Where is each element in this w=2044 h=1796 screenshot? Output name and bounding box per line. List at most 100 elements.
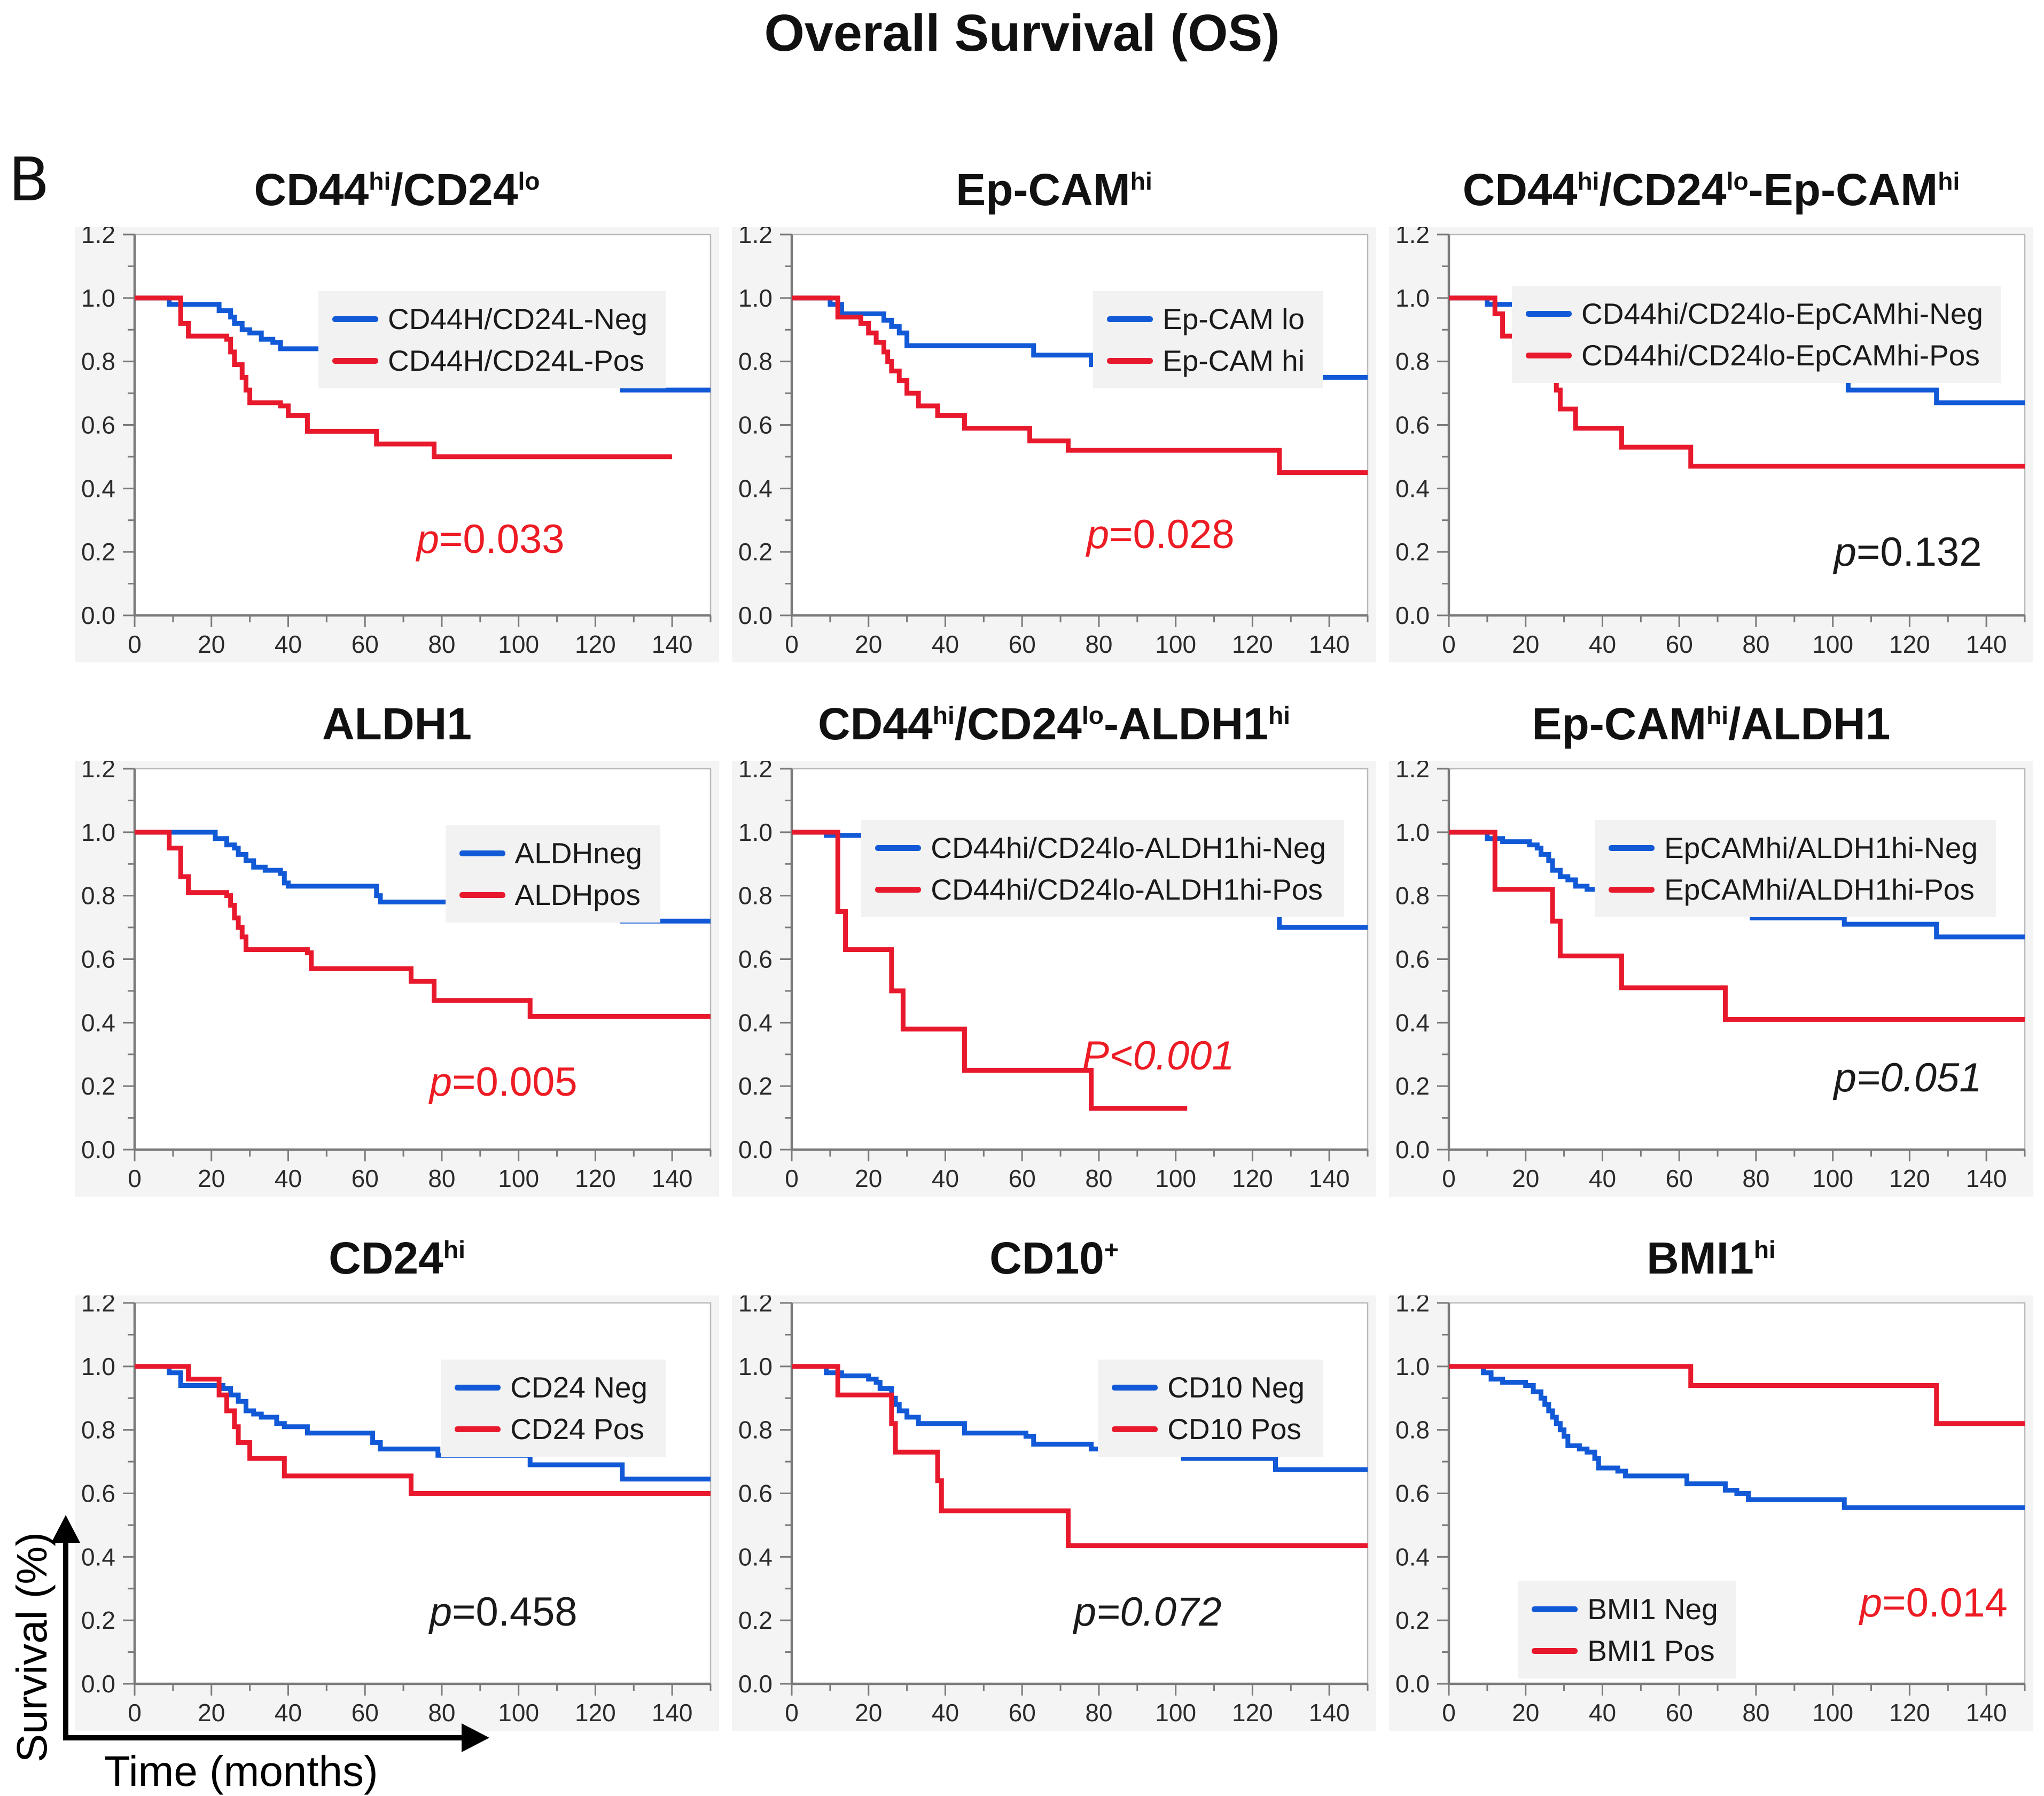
svg-text:20: 20 (855, 1699, 882, 1727)
svg-text:0.4: 0.4 (81, 1009, 115, 1036)
p-value-prefix: p (1073, 1589, 1096, 1635)
svg-text:0: 0 (1442, 1699, 1456, 1727)
legend-line-swatch (1609, 886, 1655, 893)
svg-text:0.0: 0.0 (81, 1136, 115, 1164)
svg-text:40: 40 (932, 630, 959, 658)
svg-text:0.0: 0.0 (1395, 602, 1430, 629)
svg-text:0: 0 (128, 1165, 142, 1192)
series-pos-line (792, 1364, 1368, 1549)
legend-row: Ep-CAM hi (1107, 343, 1305, 378)
chart-title-superscript: lo (1081, 701, 1104, 729)
svg-text:100: 100 (498, 1699, 539, 1727)
axis-tick-labels: 0 20 40 60 80 100 120 140 0.0 0.2 0.4 0.6 0.8 1.0 1.2 (1395, 761, 2007, 1192)
km-cell-cd44-cd24: CD44hi/CD24lo 0 20 40 60 80 100 120 140 0.0 0.2 0.… (75, 158, 719, 662)
chart-title-segment: CD44 (254, 165, 369, 215)
svg-text:120: 120 (1232, 630, 1273, 658)
svg-text:1.0: 1.0 (738, 1353, 773, 1380)
legend-row: CD44H/CD24L-Neg (332, 302, 647, 336)
svg-text:80: 80 (1742, 1699, 1769, 1727)
legend-label: Ep-CAM hi (1163, 344, 1305, 377)
svg-text:140: 140 (1966, 1699, 2007, 1727)
svg-text:0.0: 0.0 (81, 1670, 115, 1698)
legend-label: ALDHpos (514, 878, 641, 911)
svg-text:1.2: 1.2 (81, 227, 115, 248)
svg-text:0.4: 0.4 (738, 1543, 773, 1571)
p-value-prefix: p (416, 516, 439, 562)
svg-text:40: 40 (1589, 1699, 1616, 1727)
svg-text:120: 120 (1889, 630, 1930, 658)
svg-text:60: 60 (1009, 1165, 1036, 1192)
svg-text:0.8: 0.8 (81, 882, 115, 910)
svg-text:0.4: 0.4 (738, 474, 773, 502)
svg-text:0.6: 0.6 (738, 1480, 773, 1508)
series-pos-line (135, 295, 673, 459)
svg-text:140: 140 (652, 1165, 693, 1192)
km-cell-epcam: Ep-CAMhi 0 20 40 60 80 100 120 140 0.0 0.2 0.4 0.6 0… (732, 158, 1376, 662)
svg-text:0.6: 0.6 (81, 946, 115, 973)
x-axis-label: Time (months) (104, 1747, 378, 1795)
svg-text:0.0: 0.0 (738, 602, 773, 629)
svg-text:120: 120 (575, 1699, 616, 1727)
legend-row: EpCAMhi/ALDH1hi-Neg (1609, 831, 1978, 865)
legend-label: EpCAMhi/ALDH1hi-Neg (1664, 831, 1978, 864)
plot-panel: 0 20 40 60 80 100 120 140 0.0 0.2 0.4 0.6 0.8 1.0 1.2 E… (732, 227, 1376, 662)
legend-line-swatch (1609, 845, 1655, 851)
svg-text:1.0: 1.0 (1395, 818, 1430, 846)
svg-text:0: 0 (1442, 1165, 1456, 1192)
p-value-prefix: P (1082, 1033, 1110, 1079)
chart-title-segment: Ep-CAM (956, 165, 1130, 215)
p-value: p=0.072 (1074, 1589, 1222, 1635)
chart-title-segment: CD44 (1462, 165, 1578, 215)
legend: CD44H/CD24L-Neg CD44H/CD24L-Pos (318, 291, 666, 388)
chart-title-superscript: hi (1753, 1236, 1776, 1263)
km-cell-cd10: CD10+ 0 20 40 60 80 100 120 140 0.0 0.2 0.4 0.6 0.8 1… (732, 1226, 1376, 1731)
svg-text:20: 20 (198, 1699, 225, 1727)
chart-title-segment: /CD24 (954, 699, 1082, 749)
svg-text:0.6: 0.6 (738, 411, 773, 439)
p-value-prefix: p (429, 1589, 453, 1635)
km-plot: 0 20 40 60 80 100 120 140 0.0 0.2 0.4 0.6 0.8 1.0 1.2 (1395, 1295, 2026, 1727)
legend-label: ALDHneg (514, 837, 642, 870)
svg-text:0.2: 0.2 (1395, 538, 1430, 566)
svg-text:1.0: 1.0 (1395, 284, 1430, 312)
p-value-prefix: p (429, 1059, 453, 1105)
plot-panel: 0 20 40 60 80 100 120 140 0.0 0.2 0.4 0.6 0.8 1.0 1.2 C… (75, 227, 719, 662)
legend-label: CD24 Pos (510, 1412, 644, 1446)
p-value-number: =0.051 (1856, 1055, 1982, 1100)
legend: ALDHneg ALDHpos (445, 825, 660, 923)
p-value-number: =0.132 (1856, 529, 1982, 575)
legend-row: CD44H/CD24L-Pos (332, 343, 647, 378)
svg-text:140: 140 (1309, 630, 1350, 658)
km-cell-aldh1: ALDH1 0 20 40 60 80 100 120 140 0.0 0.2 0.4 0.6 0.8 1… (75, 692, 719, 1197)
svg-text:0.8: 0.8 (738, 882, 773, 910)
legend-line-swatch (1526, 352, 1572, 358)
legend-row: CD44hi/CD24lo-ALDH1hi-Neg (875, 831, 1326, 865)
legend-label: CD10 Pos (1167, 1412, 1301, 1446)
legend-label: EpCAMhi/ALDH1hi-Pos (1664, 873, 1975, 906)
svg-text:140: 140 (652, 630, 693, 658)
chart-title-segment: CD44 (817, 699, 933, 749)
chart-title-segment: /ALDH1 (1728, 699, 1891, 749)
chart-title: CD44hi/CD24lo (75, 158, 719, 227)
svg-text:0.8: 0.8 (738, 348, 773, 376)
svg-text:100: 100 (1155, 1165, 1196, 1192)
chart-title-superscript: hi (443, 1236, 465, 1263)
svg-text:40: 40 (1589, 1165, 1616, 1192)
legend-line-swatch (1112, 1426, 1158, 1432)
chart-title: BMI1hi (1389, 1226, 2033, 1295)
svg-text:1.2: 1.2 (738, 1295, 773, 1317)
svg-text:60: 60 (352, 630, 379, 658)
chart-title-superscript: lo (518, 167, 540, 195)
chart-title-segment: BMI1 (1647, 1233, 1754, 1283)
chart-title: CD44hi/CD24lo-ALDH1hi (732, 692, 1376, 761)
legend: CD10 Neg CD10 Pos (1098, 1360, 1323, 1457)
p-value-prefix: p (1086, 512, 1110, 558)
chart-grid: CD44hi/CD24lo 0 20 40 60 80 100 120 140 0.0 0.2 0.… (75, 158, 2033, 1731)
legend-row: CD24 Pos (455, 1412, 647, 1446)
p-value-prefix: p (1834, 1055, 1856, 1100)
p-value-number: =0.005 (452, 1059, 578, 1105)
chart-title: CD24hi (75, 1226, 719, 1295)
legend-line-swatch (875, 886, 922, 893)
svg-text:120: 120 (1232, 1699, 1273, 1727)
svg-text:0.0: 0.0 (738, 1670, 773, 1698)
